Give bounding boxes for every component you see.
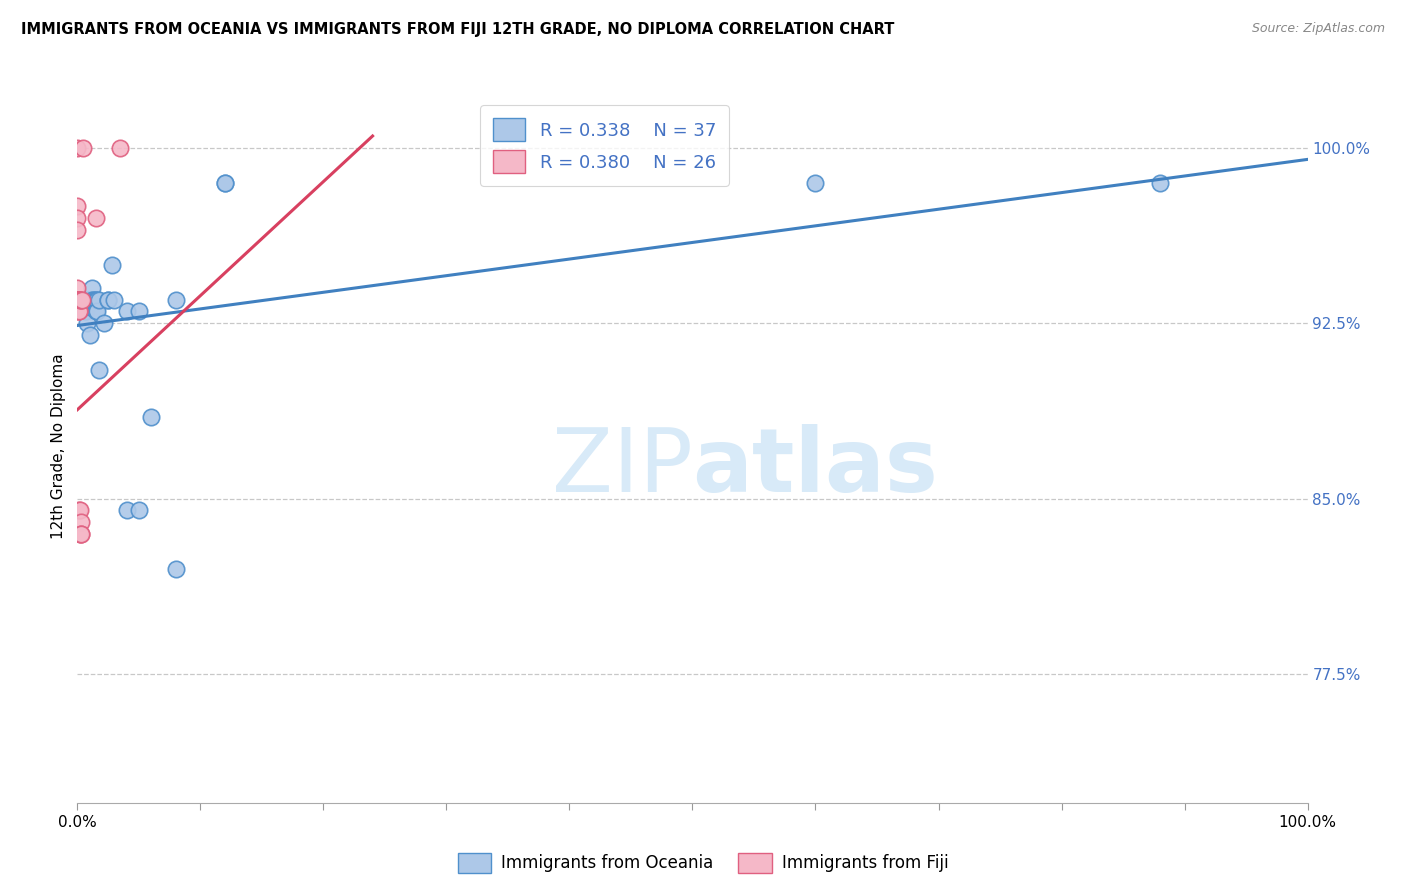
Point: [72, 293, 94, 307]
Point: [82, 281, 104, 295]
Point: [115, 304, 138, 318]
Point: [73, 304, 96, 318]
Point: [67, 293, 90, 307]
Point: [97, 293, 120, 307]
Point: [128, 304, 150, 318]
Point: [89, 363, 111, 377]
Point: [72, 293, 94, 307]
Point: [84, 293, 107, 307]
Point: [82, 293, 104, 307]
Point: [70, 293, 93, 307]
Point: [214, 176, 236, 190]
Y-axis label: 12th Grade, No Diploma: 12th Grade, No Diploma: [51, 353, 66, 539]
Point: [75, 304, 97, 318]
Point: [66, 304, 89, 318]
Point: [77, 293, 100, 307]
Point: [141, 409, 163, 424]
Point: [165, 562, 187, 576]
Point: [72, 141, 94, 155]
Point: [86, 304, 108, 318]
Point: [66, 222, 89, 236]
Point: [67, 304, 90, 318]
Legend: Immigrants from Oceania, Immigrants from Fiji: Immigrants from Oceania, Immigrants from…: [451, 847, 955, 880]
Point: [97, 293, 120, 307]
Point: [66, 281, 89, 295]
Point: [67, 503, 90, 517]
Point: [69, 526, 91, 541]
Point: [66, 141, 89, 155]
Point: [82, 293, 104, 307]
Point: [70, 515, 93, 529]
Point: [128, 503, 150, 517]
Point: [101, 258, 124, 272]
Point: [84, 211, 107, 225]
Point: [75, 293, 97, 307]
Point: [79, 327, 101, 342]
Point: [66, 293, 89, 307]
Point: [84, 304, 107, 318]
Point: [214, 176, 236, 190]
Point: [804, 176, 827, 190]
Point: [70, 293, 93, 307]
Point: [66, 293, 89, 307]
Point: [70, 526, 93, 541]
Point: [67, 293, 90, 307]
Point: [70, 526, 93, 541]
Text: atlas: atlas: [693, 424, 938, 511]
Point: [86, 293, 108, 307]
Point: [66, 199, 89, 213]
Point: [66, 293, 89, 307]
Point: [1149, 176, 1171, 190]
Point: [93, 316, 115, 330]
Point: [70, 293, 93, 307]
Point: [66, 293, 89, 307]
Legend: R = 0.338    N = 37, R = 0.380    N = 26: R = 0.338 N = 37, R = 0.380 N = 26: [479, 105, 728, 186]
Point: [89, 293, 111, 307]
Point: [103, 293, 125, 307]
Point: [66, 211, 89, 225]
Point: [67, 304, 90, 318]
Point: [69, 503, 91, 517]
Text: ZIP: ZIP: [551, 424, 693, 511]
Point: [69, 293, 91, 307]
Point: [79, 293, 101, 307]
Text: Source: ZipAtlas.com: Source: ZipAtlas.com: [1251, 22, 1385, 36]
Point: [66, 293, 89, 307]
Point: [110, 141, 132, 155]
Point: [76, 316, 98, 330]
Point: [115, 503, 138, 517]
Point: [83, 293, 105, 307]
Point: [165, 293, 187, 307]
Text: IMMIGRANTS FROM OCEANIA VS IMMIGRANTS FROM FIJI 12TH GRADE, NO DIPLOMA CORRELATI: IMMIGRANTS FROM OCEANIA VS IMMIGRANTS FR…: [21, 22, 894, 37]
